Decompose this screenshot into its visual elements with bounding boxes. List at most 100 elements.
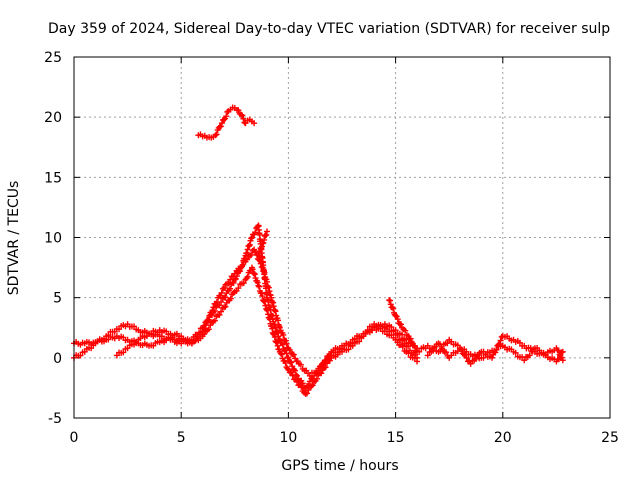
track-2-point — [303, 390, 310, 397]
track-3-point — [405, 343, 412, 350]
track-1-point — [131, 323, 138, 330]
track-1-point — [288, 359, 295, 366]
track-1-point — [273, 328, 280, 335]
track-2-point — [258, 290, 265, 297]
track-6-point — [512, 349, 519, 356]
track-3-point — [201, 325, 208, 332]
track-2-point — [254, 279, 261, 286]
track-4-point — [261, 236, 268, 243]
track-4-point — [238, 111, 245, 118]
track-2-point — [256, 283, 263, 290]
track-2-point — [211, 317, 218, 324]
track-2-point — [305, 386, 312, 393]
track-2-point — [293, 378, 300, 385]
track-3-point — [192, 337, 199, 344]
track-1-point — [276, 336, 283, 343]
track-1-point — [246, 242, 253, 249]
x-tick-label: 5 — [177, 430, 186, 446]
track-3-point — [217, 292, 224, 299]
track-3-point — [317, 364, 324, 371]
track-3-point — [256, 257, 263, 264]
x-tick-label: 0 — [70, 430, 79, 446]
track-2-point — [318, 370, 325, 377]
track-2-point — [309, 382, 316, 389]
track-2-point — [277, 350, 284, 357]
track-3-point — [257, 260, 264, 267]
track-3-point — [414, 354, 421, 361]
track-3-point — [306, 372, 313, 379]
track-4-point — [263, 231, 270, 238]
track-4-point — [218, 120, 225, 127]
track-3-point — [248, 251, 255, 258]
track-4-point — [224, 108, 231, 115]
track-3-point — [322, 356, 329, 363]
x-tick-label: 15 — [387, 430, 405, 446]
plot-frame — [73, 56, 611, 419]
track-6-point — [430, 347, 437, 354]
track-2-point — [244, 273, 251, 280]
track-3-point — [399, 337, 406, 344]
track-6-point — [493, 346, 500, 353]
track-5-point — [397, 321, 404, 328]
track-4-point — [263, 228, 270, 235]
track-3-point — [221, 285, 228, 292]
track-3-point — [219, 285, 226, 292]
track-2-point — [205, 326, 212, 333]
track-1-point — [244, 246, 251, 253]
track-5-point — [407, 335, 414, 342]
track-1-point — [243, 249, 250, 256]
track-3-point — [290, 351, 297, 358]
track-5-point — [416, 348, 423, 355]
track-2-point — [288, 369, 295, 376]
grid-layer — [74, 57, 610, 418]
track-3-point — [227, 276, 234, 283]
track-6-point — [555, 347, 562, 354]
ticks-layer: 0 5 10 15 20 25 -5 0 5 10 15 20 25 — [44, 50, 619, 446]
track-3-point — [202, 322, 209, 329]
data-points-layer — [71, 104, 566, 397]
track-2-point — [259, 293, 266, 300]
track-2-point — [313, 375, 320, 382]
track-3-point — [204, 317, 211, 324]
track-3-point — [280, 331, 287, 338]
track-2-point — [251, 271, 258, 278]
x-tick-label: 25 — [601, 430, 619, 446]
track-3-point — [218, 289, 225, 296]
track-6-point — [558, 354, 565, 361]
track-5-point — [516, 339, 523, 346]
track-2-point — [278, 351, 285, 358]
track-1-point — [248, 235, 255, 242]
track-3-point — [210, 304, 217, 311]
y-tick-label: 0 — [53, 351, 62, 367]
track-3-point — [213, 299, 220, 306]
track-4-point — [258, 243, 265, 250]
track-3-point — [351, 339, 358, 346]
track-5-point — [497, 337, 504, 344]
y-tick-label: 10 — [44, 231, 62, 247]
track-1-point — [222, 294, 229, 301]
track-2-point — [218, 308, 225, 315]
track-3-point — [358, 333, 365, 340]
track-1-point — [216, 302, 223, 309]
track-5-point — [411, 343, 418, 350]
track-2-point — [240, 280, 247, 287]
track-4-point — [213, 131, 220, 138]
track-6-point — [521, 357, 528, 364]
track-3-point — [282, 337, 289, 344]
track-2-point — [235, 285, 242, 292]
y-tick-label: 20 — [44, 110, 62, 126]
track-1-point — [227, 285, 234, 292]
y-axis-label: SDTVAR / TECUs — [6, 181, 22, 296]
track-5-point — [390, 305, 397, 312]
track-3-point — [225, 280, 232, 287]
y-tick-label: 25 — [44, 50, 62, 66]
track-1-point — [246, 241, 253, 248]
track-3-point — [238, 263, 245, 270]
track-5-point — [412, 347, 419, 354]
track-5-point — [463, 355, 470, 362]
track-6-point — [438, 343, 445, 350]
track-3-point — [205, 316, 212, 323]
track-1-point — [77, 352, 84, 359]
track-2-point — [322, 364, 329, 371]
